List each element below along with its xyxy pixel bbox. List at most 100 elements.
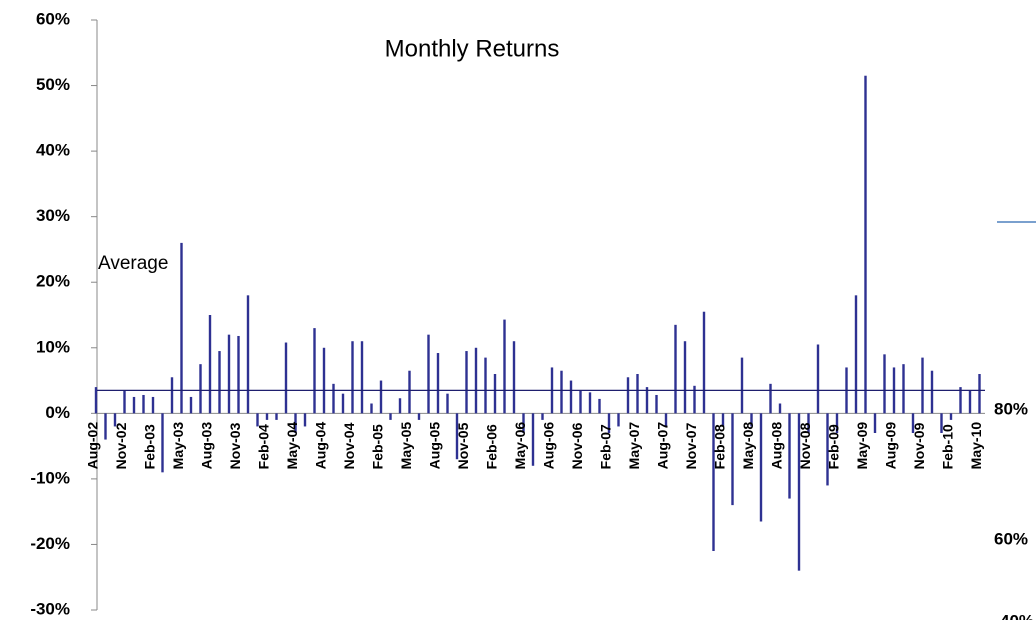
bar xyxy=(911,413,915,433)
x-tick-label: Nov-08 xyxy=(797,422,813,469)
bar xyxy=(769,383,772,414)
bar xyxy=(455,413,459,460)
bar xyxy=(560,370,563,414)
bar xyxy=(541,413,544,420)
bar xyxy=(968,390,972,414)
bar xyxy=(959,387,962,414)
bar xyxy=(389,413,392,420)
bar xyxy=(902,364,905,414)
y-tick-label: 20% xyxy=(36,272,70,291)
x-tick-label: Nov-09 xyxy=(911,422,927,469)
bar xyxy=(664,413,668,427)
y-tick-label: -30% xyxy=(30,599,70,618)
bar xyxy=(446,393,449,414)
bar xyxy=(683,341,687,414)
x-tick-label: Feb-06 xyxy=(484,424,500,469)
bar xyxy=(237,335,240,414)
x-tick-label: May-06 xyxy=(512,422,528,470)
bar xyxy=(674,324,677,414)
bar xyxy=(303,413,307,427)
x-tick-label: Feb-07 xyxy=(598,424,614,469)
x-tick-label: Feb-04 xyxy=(256,424,272,469)
x-tick-label: Aug-04 xyxy=(313,422,329,470)
bar xyxy=(180,242,183,414)
bar xyxy=(940,413,943,433)
bar xyxy=(142,394,145,414)
bar xyxy=(189,396,193,414)
x-tick-label: May-09 xyxy=(854,422,870,470)
bar xyxy=(94,387,98,414)
bar xyxy=(275,413,278,420)
bar xyxy=(360,341,364,414)
bar xyxy=(740,357,744,414)
x-tick-label: Aug-09 xyxy=(883,422,899,470)
bar xyxy=(797,413,801,571)
x-tick-label: Aug-05 xyxy=(427,422,443,470)
average-label: Average xyxy=(98,253,168,274)
x-tick-label: Feb-03 xyxy=(142,424,158,469)
x-tick-label: May-04 xyxy=(284,422,300,470)
bar xyxy=(778,403,782,414)
y-tick-label: 40% xyxy=(36,141,70,160)
bar xyxy=(807,413,810,433)
bar xyxy=(265,413,269,420)
x-tick-label: Aug-06 xyxy=(541,422,557,470)
bar xyxy=(151,396,155,414)
bar xyxy=(864,75,867,414)
x-tick-label: Feb-08 xyxy=(712,424,728,469)
y-tick-label: 0% xyxy=(45,403,70,422)
x-tick-label: May-07 xyxy=(626,422,642,470)
bar xyxy=(417,413,421,420)
clipped-axis-label: 60% xyxy=(994,529,1028,548)
bar xyxy=(246,295,250,414)
bar xyxy=(161,413,164,473)
clipped-axis-label: 80% xyxy=(994,399,1028,418)
x-tick-label: May-08 xyxy=(740,422,756,470)
bar xyxy=(873,413,877,433)
bar xyxy=(588,392,592,414)
bar xyxy=(284,342,288,414)
bar xyxy=(835,413,839,433)
y-tick-label: -10% xyxy=(30,468,70,487)
x-tick-label: Feb-05 xyxy=(370,424,386,469)
x-tick-label: Nov-06 xyxy=(569,422,585,469)
bar xyxy=(218,351,221,414)
bar xyxy=(436,353,440,414)
bar xyxy=(503,319,506,414)
bar xyxy=(921,357,924,414)
bar xyxy=(341,393,345,414)
bar xyxy=(759,413,763,522)
x-tick-label: Feb-09 xyxy=(826,424,842,469)
bar xyxy=(693,385,696,414)
bar xyxy=(408,370,411,414)
bar xyxy=(788,413,791,499)
bar xyxy=(123,390,126,414)
bar xyxy=(227,334,231,414)
bar xyxy=(104,413,107,440)
x-tick-label: Feb-10 xyxy=(940,424,956,469)
x-tick-label: Nov-05 xyxy=(455,422,471,469)
bar xyxy=(579,390,582,414)
bar xyxy=(655,394,658,414)
bar xyxy=(199,364,202,414)
y-tick-label: 60% xyxy=(36,9,70,28)
bar xyxy=(370,403,373,414)
bar xyxy=(256,413,259,427)
bar xyxy=(332,383,335,414)
bar xyxy=(930,370,934,414)
bar xyxy=(294,413,297,433)
bar xyxy=(398,398,402,414)
bar xyxy=(474,347,478,414)
bar xyxy=(132,396,136,414)
x-tick-label: May-10 xyxy=(968,422,984,470)
x-tick-label: Nov-02 xyxy=(113,422,129,469)
bar xyxy=(512,341,516,414)
y-tick-label: 50% xyxy=(36,75,70,94)
x-tick-label: Aug-07 xyxy=(655,422,671,470)
x-tick-label: May-05 xyxy=(398,422,414,470)
bar xyxy=(854,295,858,414)
bar xyxy=(816,344,820,414)
x-tick-label: Aug-03 xyxy=(199,422,215,470)
x-tick-label: Nov-07 xyxy=(683,422,699,469)
